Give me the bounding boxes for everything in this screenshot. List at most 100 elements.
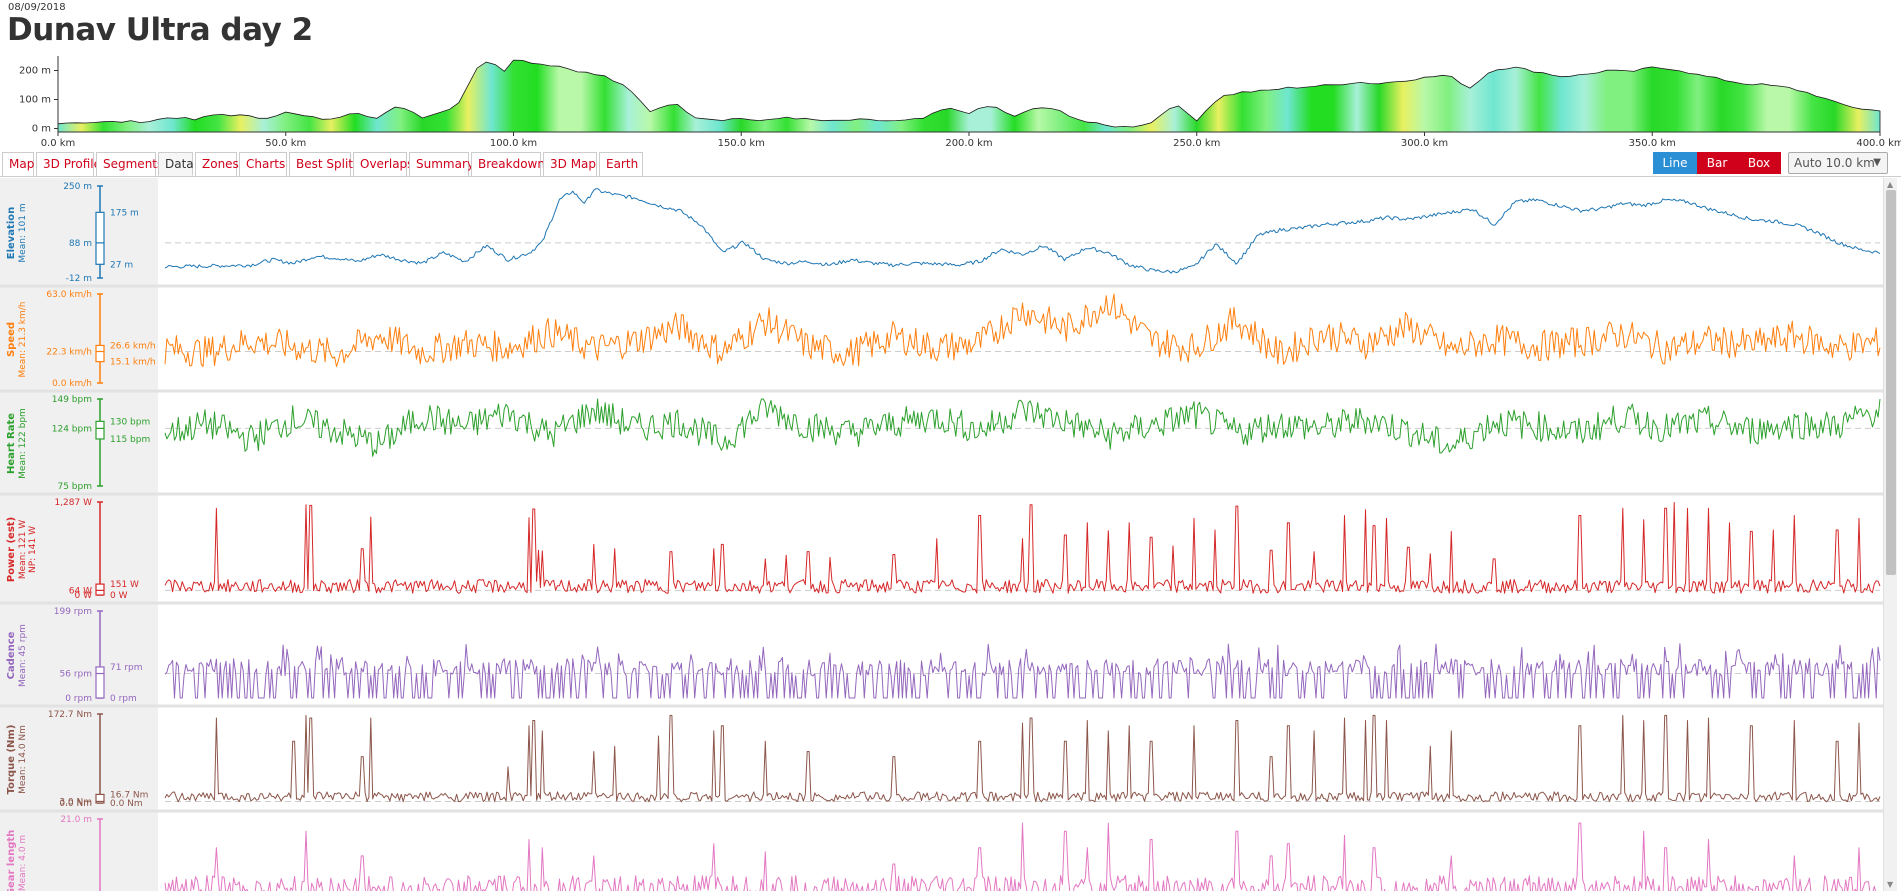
panel-median-label: 3.0 Nm <box>59 797 92 807</box>
panel-q1-label: 115 bpm <box>110 435 150 445</box>
panel-np-stat: NP: 141 W <box>28 526 38 573</box>
tab-data[interactable]: Data <box>158 152 194 176</box>
panel-power-est-: Power (est) Mean: 121 W NP: 141 W 1,287 W 0 … <box>0 498 1883 605</box>
panel-mean-stat: Mean: 21.3 km/h <box>18 301 28 377</box>
panel-title: Torque (Nm) <box>6 725 17 795</box>
panel-median-label: 88 m <box>69 239 92 249</box>
box-view-button[interactable]: Box <box>1737 152 1781 174</box>
panel-series-line <box>164 822 1877 891</box>
panel-mean-stat: Mean: 122 bpm <box>18 408 28 479</box>
tab-3d-map[interactable]: 3D Map <box>543 152 597 176</box>
panel-mean-stat: Mean: 101 m <box>18 203 28 262</box>
tab-overlaps[interactable]: Overlaps <box>353 152 413 176</box>
panel-q3-label: 130 bpm <box>110 417 150 427</box>
panel-min-label: 0 W <box>75 591 93 601</box>
panel-min-label: 0.0 Nm <box>59 799 92 809</box>
panel-max-label: 1,287 W <box>54 498 92 508</box>
bar-view-button[interactable]: Bar <box>1697 152 1737 174</box>
panel-title: Elevation <box>6 207 17 260</box>
panel-series-line <box>164 643 1881 699</box>
tab-earth[interactable]: Earth <box>599 152 643 176</box>
panel-q1-label: 0.0 Nm <box>110 799 143 809</box>
overview-y-tick-label: 100 m <box>19 95 51 106</box>
panel-median-label: 56 rpm <box>60 670 93 680</box>
panel-series-line <box>164 398 1881 457</box>
panel-series-line <box>164 293 1881 367</box>
header: 08/09/2018 Dunav Ultra day 2 <box>0 0 1901 50</box>
panel-q3-label: 175 m <box>110 208 139 218</box>
panel-box <box>95 583 105 596</box>
panel-q1-label: 0 W <box>110 591 128 601</box>
overview-x-tick-label: 250.0 km <box>1173 138 1220 147</box>
elevation-overview-chart[interactable]: 200 m 100 m 0 m 0.0 km 50.0 km 100.0 km 150.0 … <box>0 52 1901 147</box>
overview-x-tick-label: 300.0 km <box>1401 138 1448 147</box>
data-panels[interactable]: Elevation Mean: 101 m 250 m -12 m 88 m 175 m 2… <box>0 178 1901 891</box>
panel-box <box>95 793 105 804</box>
panel-mean-stat: Mean: 121 W <box>18 520 28 579</box>
panel-median-label: 22.3 km/h <box>46 347 92 357</box>
tab-segments[interactable]: Segments <box>96 152 163 176</box>
overview-x-tick-label: 400.0 km <box>1856 138 1901 147</box>
page-title: Dunav Ultra day 2 <box>7 12 313 48</box>
panel-title: Power (est) <box>6 517 17 582</box>
tab-map[interactable]: Map <box>2 152 34 176</box>
panel-title: Heart Rate <box>6 413 17 474</box>
panel-mean-stat: Mean: 45 rpm <box>18 624 28 687</box>
panel-q3-label: 26.6 km/h <box>110 341 156 351</box>
overview-x-tick-label: 0.0 km <box>41 138 76 147</box>
panel-median-label: 124 bpm <box>52 424 92 434</box>
panel-cadence: Cadence Mean: 45 rpm 199 rpm 0 rpm 56 rpm 71 … <box>0 607 1883 708</box>
panel-elevation: Elevation Mean: 101 m 250 m -12 m 88 m 175 m 2… <box>0 182 1883 288</box>
overview-x-tick-label: 100.0 km <box>490 138 537 147</box>
panel-median-label: 64 W <box>69 586 92 596</box>
panel-q1-label: 0 rpm <box>110 694 137 704</box>
scrollbar-thumb[interactable] <box>1886 190 1896 575</box>
panel-min-label: 0 rpm <box>65 694 92 704</box>
panel-mean-stat: Mean: 4.0 m <box>18 835 28 891</box>
tab-charts[interactable]: Charts <box>239 152 287 176</box>
overview-y-tick-label: 200 m <box>19 66 51 77</box>
chevron-down-icon: ▼ <box>1873 157 1881 168</box>
panel-min-label: 0.0 km/h <box>52 379 92 389</box>
panel-max-label: 149 bpm <box>52 395 92 405</box>
activity-date: 08/09/2018 <box>8 2 66 13</box>
scroll-down-icon[interactable]: ▼ <box>1887 880 1894 889</box>
panel-max-label: 199 rpm <box>54 607 92 617</box>
vertical-scrollbar[interactable]: ▲ ▼ <box>1883 178 1897 891</box>
panel-q1-label: 15.1 km/h <box>110 358 156 368</box>
overview-x-tick-label: 200.0 km <box>945 138 992 147</box>
panel-q3-label: 71 rpm <box>110 663 143 673</box>
tab-zones[interactable]: Zones <box>195 152 239 176</box>
panel-min-label: -12 m <box>66 274 92 284</box>
panel-series-line <box>164 188 1881 274</box>
panel-q1-label: 27 m <box>110 260 133 270</box>
panel-heart-rate: Heart Rate Mean: 122 bpm 149 bpm 75 bpm 124 … <box>0 395 1883 496</box>
panel-q3-label: 16.7 Nm <box>110 790 148 800</box>
axis-sidebar <box>0 178 158 891</box>
tab-3d-profile[interactable]: 3D Profile <box>36 152 101 176</box>
scroll-up-icon[interactable]: ▲ <box>1887 180 1894 189</box>
overview-x-tick-label: 50.0 km <box>265 138 306 147</box>
panel-max-label: 250 m <box>63 182 92 192</box>
panel-box <box>95 420 105 440</box>
panel-box <box>95 666 105 699</box>
panel-max-label: 63.0 km/h <box>46 290 92 300</box>
overview-x-tick-label: 350.0 km <box>1629 138 1676 147</box>
panel-max-label: 21.0 m <box>60 815 92 825</box>
interval-select[interactable]: Auto 10.0 km ▼ <box>1788 152 1888 174</box>
tab-summary[interactable]: Summary <box>409 152 474 176</box>
tab-best-splits[interactable]: Best Splits <box>289 152 359 176</box>
overview-x-tick-label: 150.0 km <box>718 138 765 147</box>
panel-q3-label: 151 W <box>110 580 139 590</box>
tab-bar: Map 3D Profile Segments Data Zones Charts Best… <box>0 151 1901 177</box>
panel-title: Speed <box>6 322 17 357</box>
tab-breakdown[interactable]: Breakdown <box>471 152 545 176</box>
panel-mean-stat: Mean: 14.0 Nm <box>18 725 28 794</box>
overview-y-tick-label: 0 m <box>32 124 51 135</box>
panel-title: Cadence <box>6 631 17 679</box>
panel-box <box>95 211 105 265</box>
panel-series-line <box>164 714 1881 803</box>
panel-series-line <box>164 502 1881 594</box>
line-view-button[interactable]: Line <box>1653 152 1697 174</box>
